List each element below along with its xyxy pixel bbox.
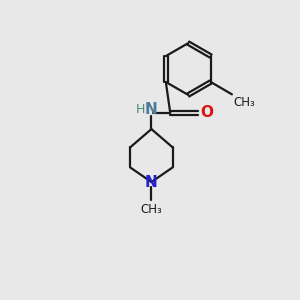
Text: N: N bbox=[145, 175, 158, 190]
Text: H: H bbox=[135, 103, 145, 116]
Text: CH₃: CH₃ bbox=[233, 96, 255, 109]
Text: CH₃: CH₃ bbox=[140, 202, 162, 216]
Text: N: N bbox=[145, 103, 158, 118]
Text: O: O bbox=[200, 105, 213, 120]
